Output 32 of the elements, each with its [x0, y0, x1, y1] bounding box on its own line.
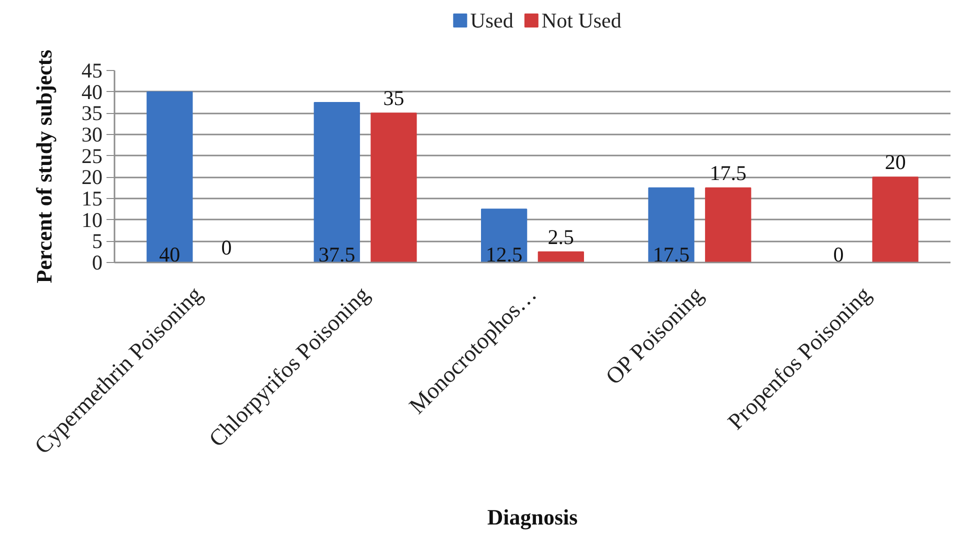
bar	[314, 102, 360, 262]
data-label: 20	[884, 150, 906, 174]
bar	[648, 187, 694, 262]
data-label: 17.5	[652, 242, 690, 266]
y-tick-label: 40	[82, 80, 102, 104]
y-tick-label: 10	[82, 208, 102, 232]
bar	[481, 208, 528, 262]
bar	[370, 112, 417, 262]
y-tick-label: 15	[82, 186, 102, 210]
bar	[705, 187, 752, 262]
data-label: 12.5	[486, 242, 522, 266]
data-label: 35	[383, 86, 404, 110]
y-tick-label: 30	[82, 122, 102, 146]
y-tick-label: 35	[82, 101, 102, 126]
data-label: 37.5	[318, 242, 356, 266]
bar	[872, 176, 918, 262]
y-axis-title: Percent of study subjects	[32, 49, 56, 284]
data-label: 0	[833, 242, 844, 266]
legend-label: Not Used	[541, 8, 622, 32]
bar	[146, 91, 193, 262]
y-tick-label: 0	[92, 250, 102, 274]
y-tick-label: 20	[82, 165, 102, 190]
y-tick-label: 5	[92, 229, 102, 254]
legend-label: Used	[470, 8, 514, 32]
x-axis-title: Diagnosis	[487, 504, 578, 530]
y-tick-label: 25	[82, 144, 102, 168]
bar	[538, 251, 584, 262]
y-tick-label: 45	[82, 58, 102, 82]
data-label: 40	[159, 242, 180, 266]
data-label: 2.5	[548, 224, 574, 249]
data-label: 0	[221, 236, 232, 260]
data-label: 17.5	[710, 160, 746, 185]
